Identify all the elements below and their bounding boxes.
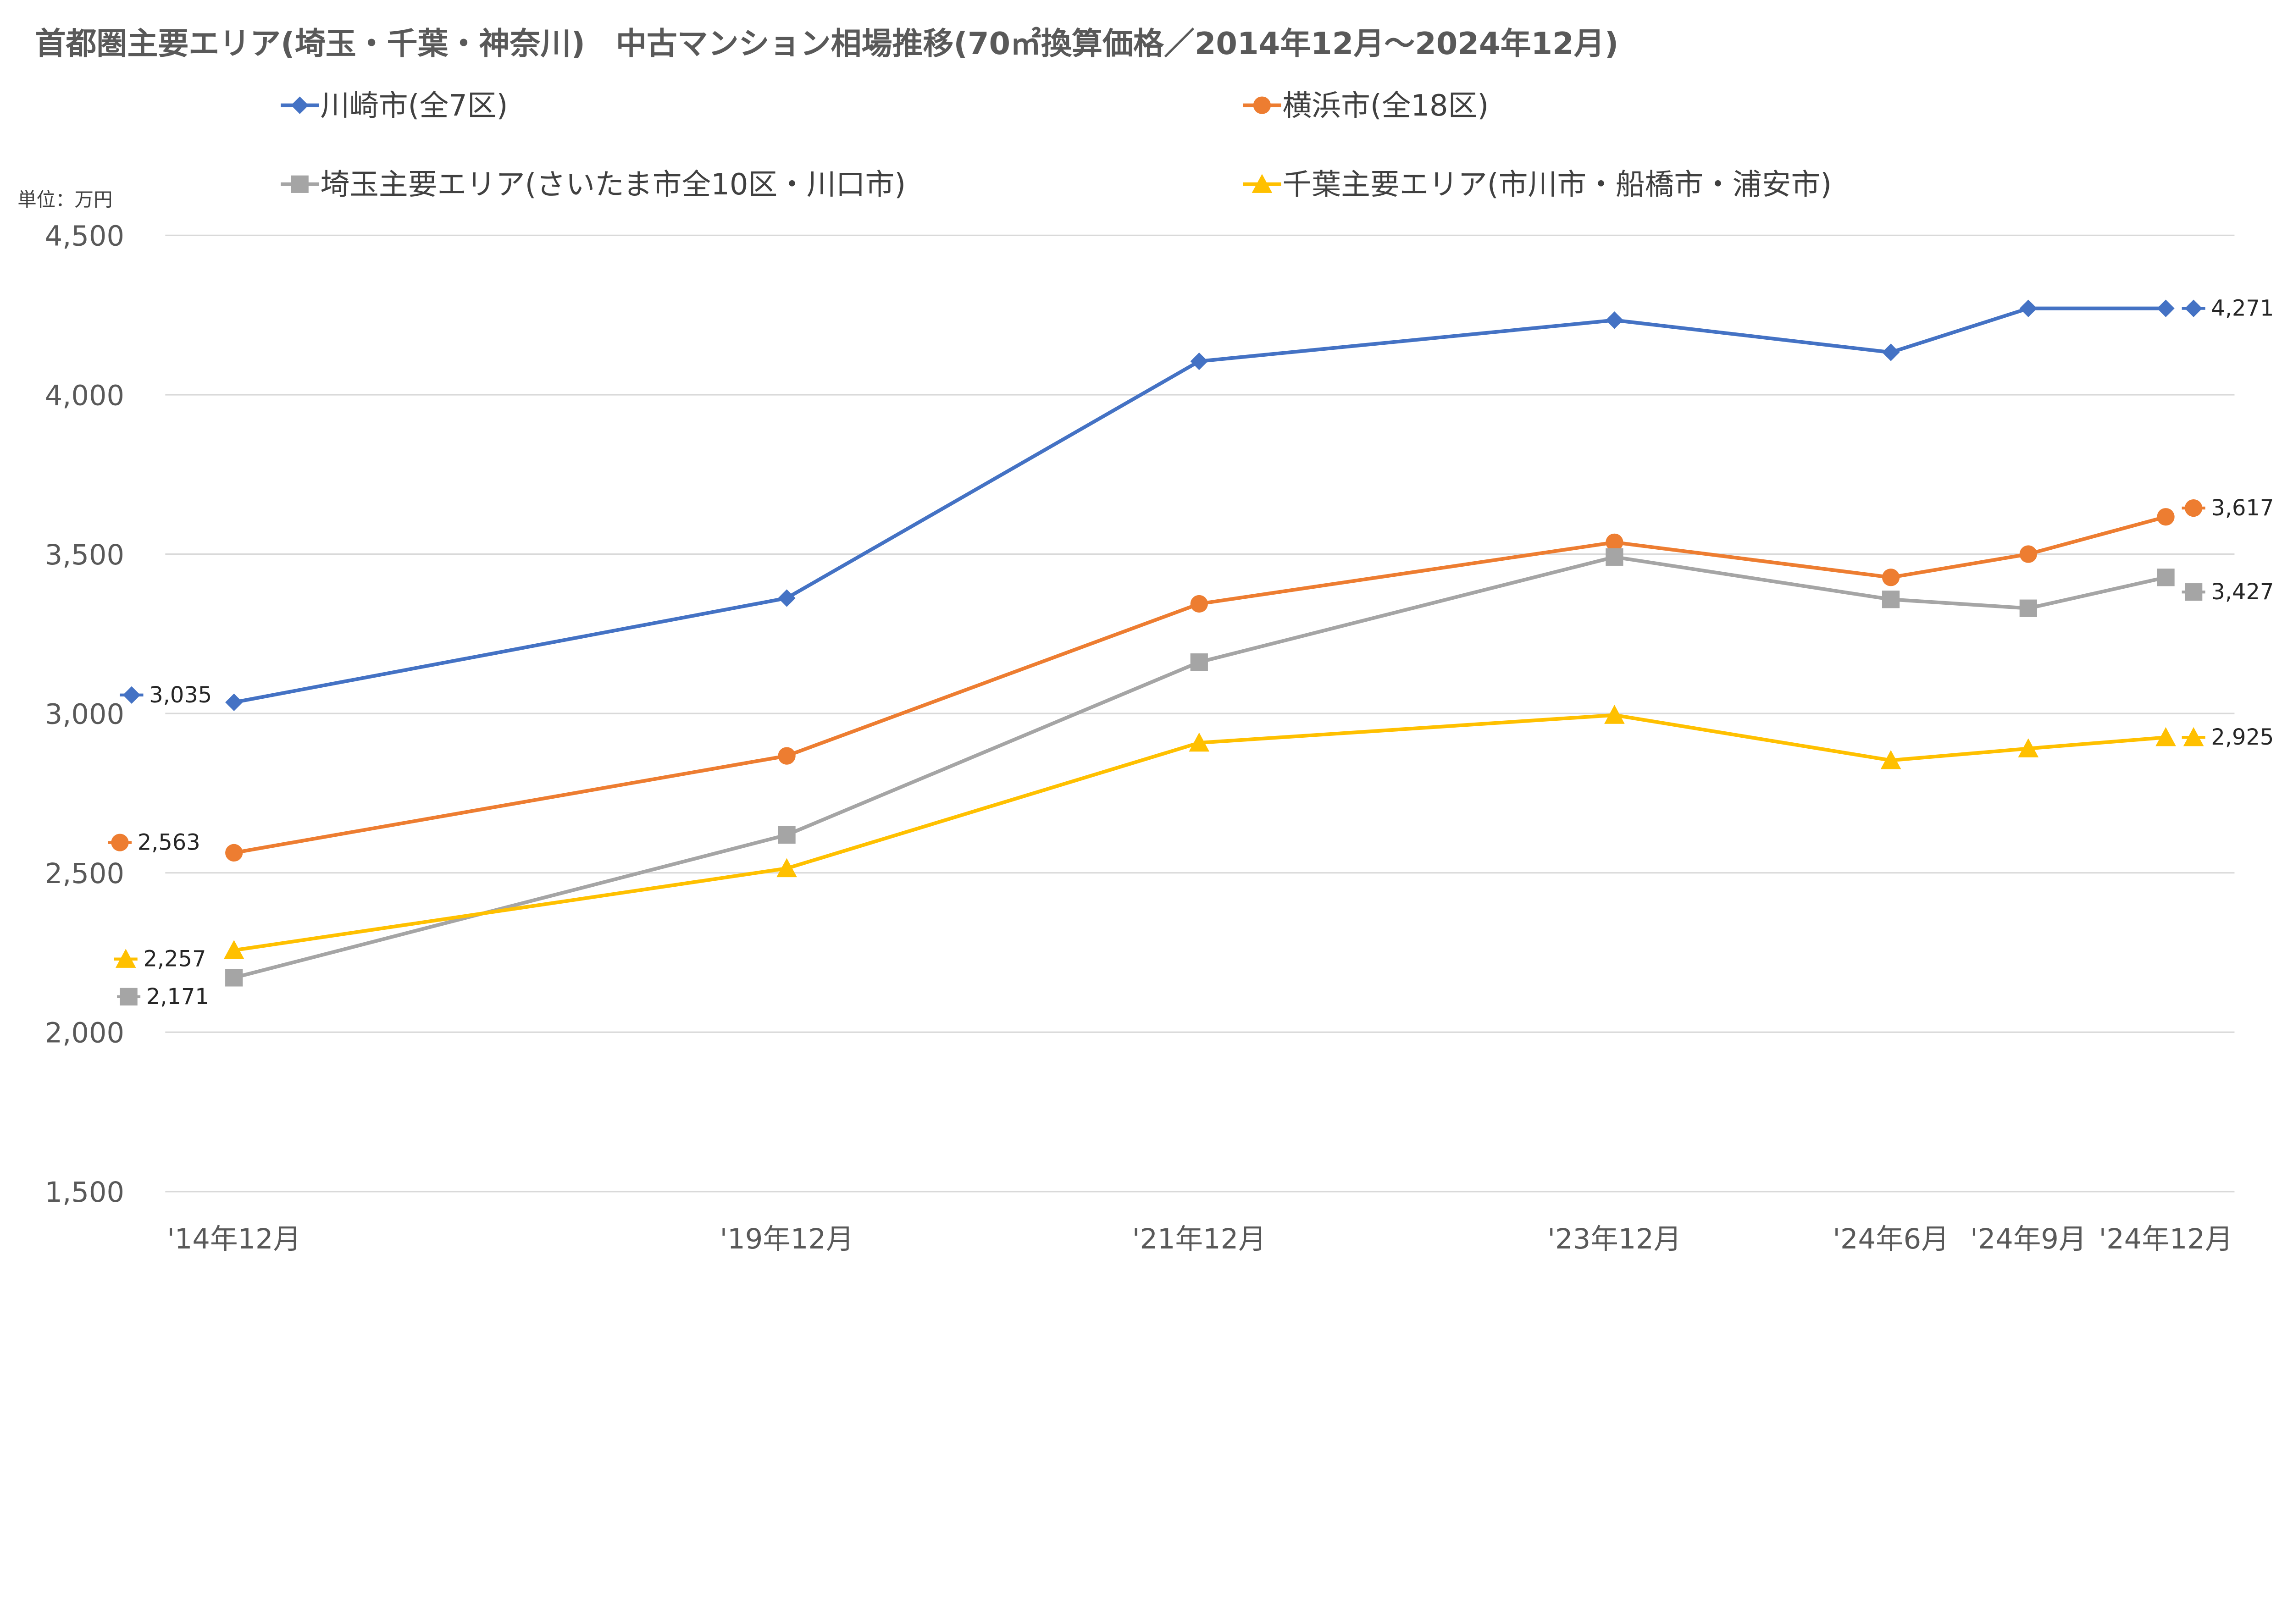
square-marker xyxy=(2157,569,2175,586)
triangle-marker xyxy=(2183,727,2204,746)
x-axis: '14年12月 '19年12月 '21年12月 '23年12月 '24年6月 '24年9月… xyxy=(167,1223,2232,1255)
legend-label: 横浜市(全18区) xyxy=(1283,89,1489,123)
x-tick-label: '24年9月 xyxy=(1970,1223,2086,1255)
legend-item: 千葉主要エリア(市川市・船橋市・浦安市) xyxy=(1243,168,1832,202)
circle-marker xyxy=(2185,499,2203,517)
triangle-marker xyxy=(115,949,136,968)
legend-label: 川崎市(全7区) xyxy=(320,89,508,123)
circle-marker xyxy=(111,834,129,851)
square-marker xyxy=(2185,583,2203,601)
square-marker xyxy=(120,988,138,1005)
square-marker xyxy=(1190,653,1208,671)
series-1: 2,563 3,617 xyxy=(108,496,2274,862)
gridlines xyxy=(165,234,2235,1193)
triangle-marker xyxy=(223,940,244,959)
data-label: 4,271 xyxy=(2211,296,2274,321)
data-label: 3,427 xyxy=(2211,580,2274,605)
series-3: 2,257 2,925 xyxy=(114,705,2274,972)
square-marker xyxy=(778,826,796,844)
x-tick-label: '23年12月 xyxy=(1547,1223,1681,1255)
legend-label: 埼玉主要エリア(さいたま市全10区・川口市) xyxy=(320,168,906,202)
circle-marker xyxy=(1882,569,1900,586)
legend-item: 埼玉主要エリア(さいたま市全10区・川口市) xyxy=(281,168,906,202)
y-tick-label: 1,500 xyxy=(45,1177,124,1209)
triangle-marker xyxy=(776,858,797,878)
line-chart: 首都圏主要エリア(埼玉・千葉・神奈川) 中古マンション相場推移(70㎡換算価格／… xyxy=(17,26,2274,1255)
y-tick-label: 2,500 xyxy=(45,858,124,890)
triangle-marker xyxy=(2155,727,2176,746)
series-0: 3,035 4,271 xyxy=(120,296,2274,711)
data-label: 2,563 xyxy=(138,830,200,856)
unit-label: 単位：万円 xyxy=(17,189,112,211)
legend-item: 川崎市(全7区) xyxy=(281,89,508,123)
triangle-marker xyxy=(1880,750,1901,769)
y-tick-label: 4,000 xyxy=(45,380,124,412)
series-2: 2,171 3,427 xyxy=(117,548,2274,1010)
legend-item: 横浜市(全18区) xyxy=(1243,89,1489,123)
circle-marker xyxy=(225,844,243,862)
diamond-marker xyxy=(225,693,243,711)
circle-marker xyxy=(2019,545,2037,563)
triangle-marker xyxy=(1252,174,1273,193)
x-tick-label: '24年6月 xyxy=(1833,1223,1949,1255)
diamond-marker xyxy=(1606,311,1623,329)
diamond-marker xyxy=(1190,352,1208,370)
square-marker xyxy=(1606,548,1623,566)
diamond-marker xyxy=(122,686,141,704)
legend-label: 千葉主要エリア(市川市・船橋市・浦安市) xyxy=(1283,168,1832,202)
circle-marker xyxy=(778,747,796,765)
y-axis: 1,500 2,000 2,500 3,000 3,500 4,000 4,500 xyxy=(45,221,124,1209)
chart-title: 首都圏主要エリア(埼玉・千葉・神奈川) 中古マンション相場推移(70㎡換算価格／… xyxy=(35,26,1619,61)
legend: 川崎市(全7区) 横浜市(全18区) 埼玉主要エリア(さいたま市全10区・川口市) 千… xyxy=(281,89,1832,202)
data-label: 2,925 xyxy=(2211,725,2274,750)
series-line xyxy=(233,555,2166,980)
data-label: 3,617 xyxy=(2211,496,2274,521)
diamond-marker xyxy=(2185,299,2203,317)
y-tick-label: 2,000 xyxy=(45,1017,124,1050)
square-marker xyxy=(1882,591,1900,608)
circle-marker xyxy=(1190,595,1208,613)
x-tick-label: '19年12月 xyxy=(720,1223,854,1255)
diamond-marker xyxy=(1882,343,1900,361)
y-tick-label: 3,000 xyxy=(45,698,124,730)
square-marker xyxy=(2019,599,2037,617)
circle-marker xyxy=(1606,533,1623,551)
circle-marker xyxy=(1253,96,1271,114)
diamond-marker xyxy=(2157,299,2175,317)
square-marker xyxy=(225,969,243,987)
x-tick-label: '14年12月 xyxy=(167,1223,301,1255)
diamond-marker xyxy=(2019,299,2037,317)
y-tick-label: 4,500 xyxy=(45,221,124,253)
data-label: 2,257 xyxy=(143,947,206,972)
triangle-marker xyxy=(1189,732,1210,752)
diamond-marker xyxy=(291,96,309,114)
series-line xyxy=(233,515,2166,855)
diamond-marker xyxy=(778,589,796,607)
data-label: 3,035 xyxy=(149,683,212,708)
triangle-marker xyxy=(2018,738,2039,757)
data-label: 2,171 xyxy=(146,984,209,1010)
series-group: 3,035 4,271 2,563 3,617 2,171 3,427 2,257 2,925 xyxy=(108,296,2274,1010)
square-marker xyxy=(291,175,309,193)
x-tick-label: '21年12月 xyxy=(1132,1223,1266,1255)
x-tick-label: '24年12月 xyxy=(2099,1223,2233,1255)
y-tick-label: 3,500 xyxy=(45,539,124,571)
circle-marker xyxy=(2157,508,2175,526)
triangle-marker xyxy=(1604,705,1625,724)
